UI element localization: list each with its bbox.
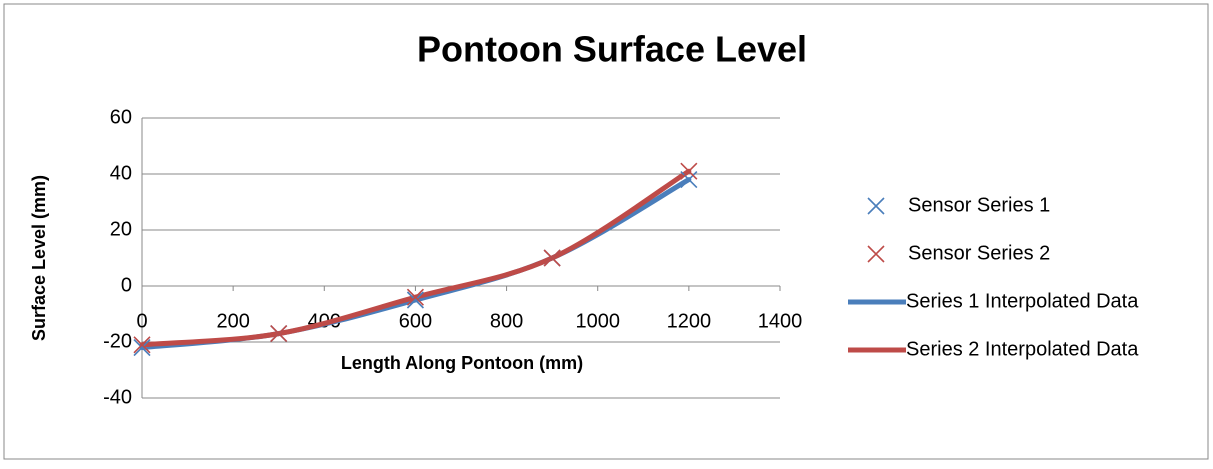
x-axis-title: Length Along Pontoon (mm) xyxy=(341,353,583,373)
marker xyxy=(270,325,288,343)
x-tick-label: 600 xyxy=(399,310,432,332)
marker xyxy=(867,245,885,263)
y-tick-label: 0 xyxy=(121,274,132,296)
marker xyxy=(133,336,151,354)
marker xyxy=(133,339,151,357)
marker xyxy=(406,291,424,309)
x-tick-label: 1400 xyxy=(758,310,803,332)
y-tick-label: 20 xyxy=(110,218,132,240)
legend-label: Series 2 Interpolated Data xyxy=(906,338,1139,360)
y-axis-title: Surface Level (mm) xyxy=(29,175,49,341)
y-tick-label: -20 xyxy=(103,330,132,352)
y-tick-label: 60 xyxy=(110,106,132,128)
legend-label: Series 1 Interpolated Data xyxy=(906,290,1139,312)
chart-title: Pontoon Surface Level xyxy=(417,29,807,70)
marker xyxy=(406,288,424,306)
legend-label: Sensor Series 1 xyxy=(908,194,1050,216)
y-tick-label: 40 xyxy=(110,162,132,184)
x-tick-label: 200 xyxy=(216,310,249,332)
x-tick-label: 800 xyxy=(490,310,523,332)
y-tick-label: -40 xyxy=(103,386,132,408)
legend-label: Sensor Series 2 xyxy=(908,242,1050,264)
marker xyxy=(680,171,698,189)
x-tick-label: 1200 xyxy=(667,310,712,332)
marker xyxy=(867,197,885,215)
x-tick-label: 0 xyxy=(136,310,147,332)
marker xyxy=(680,162,698,180)
marker xyxy=(543,249,561,267)
x-tick-label: 1000 xyxy=(575,310,620,332)
